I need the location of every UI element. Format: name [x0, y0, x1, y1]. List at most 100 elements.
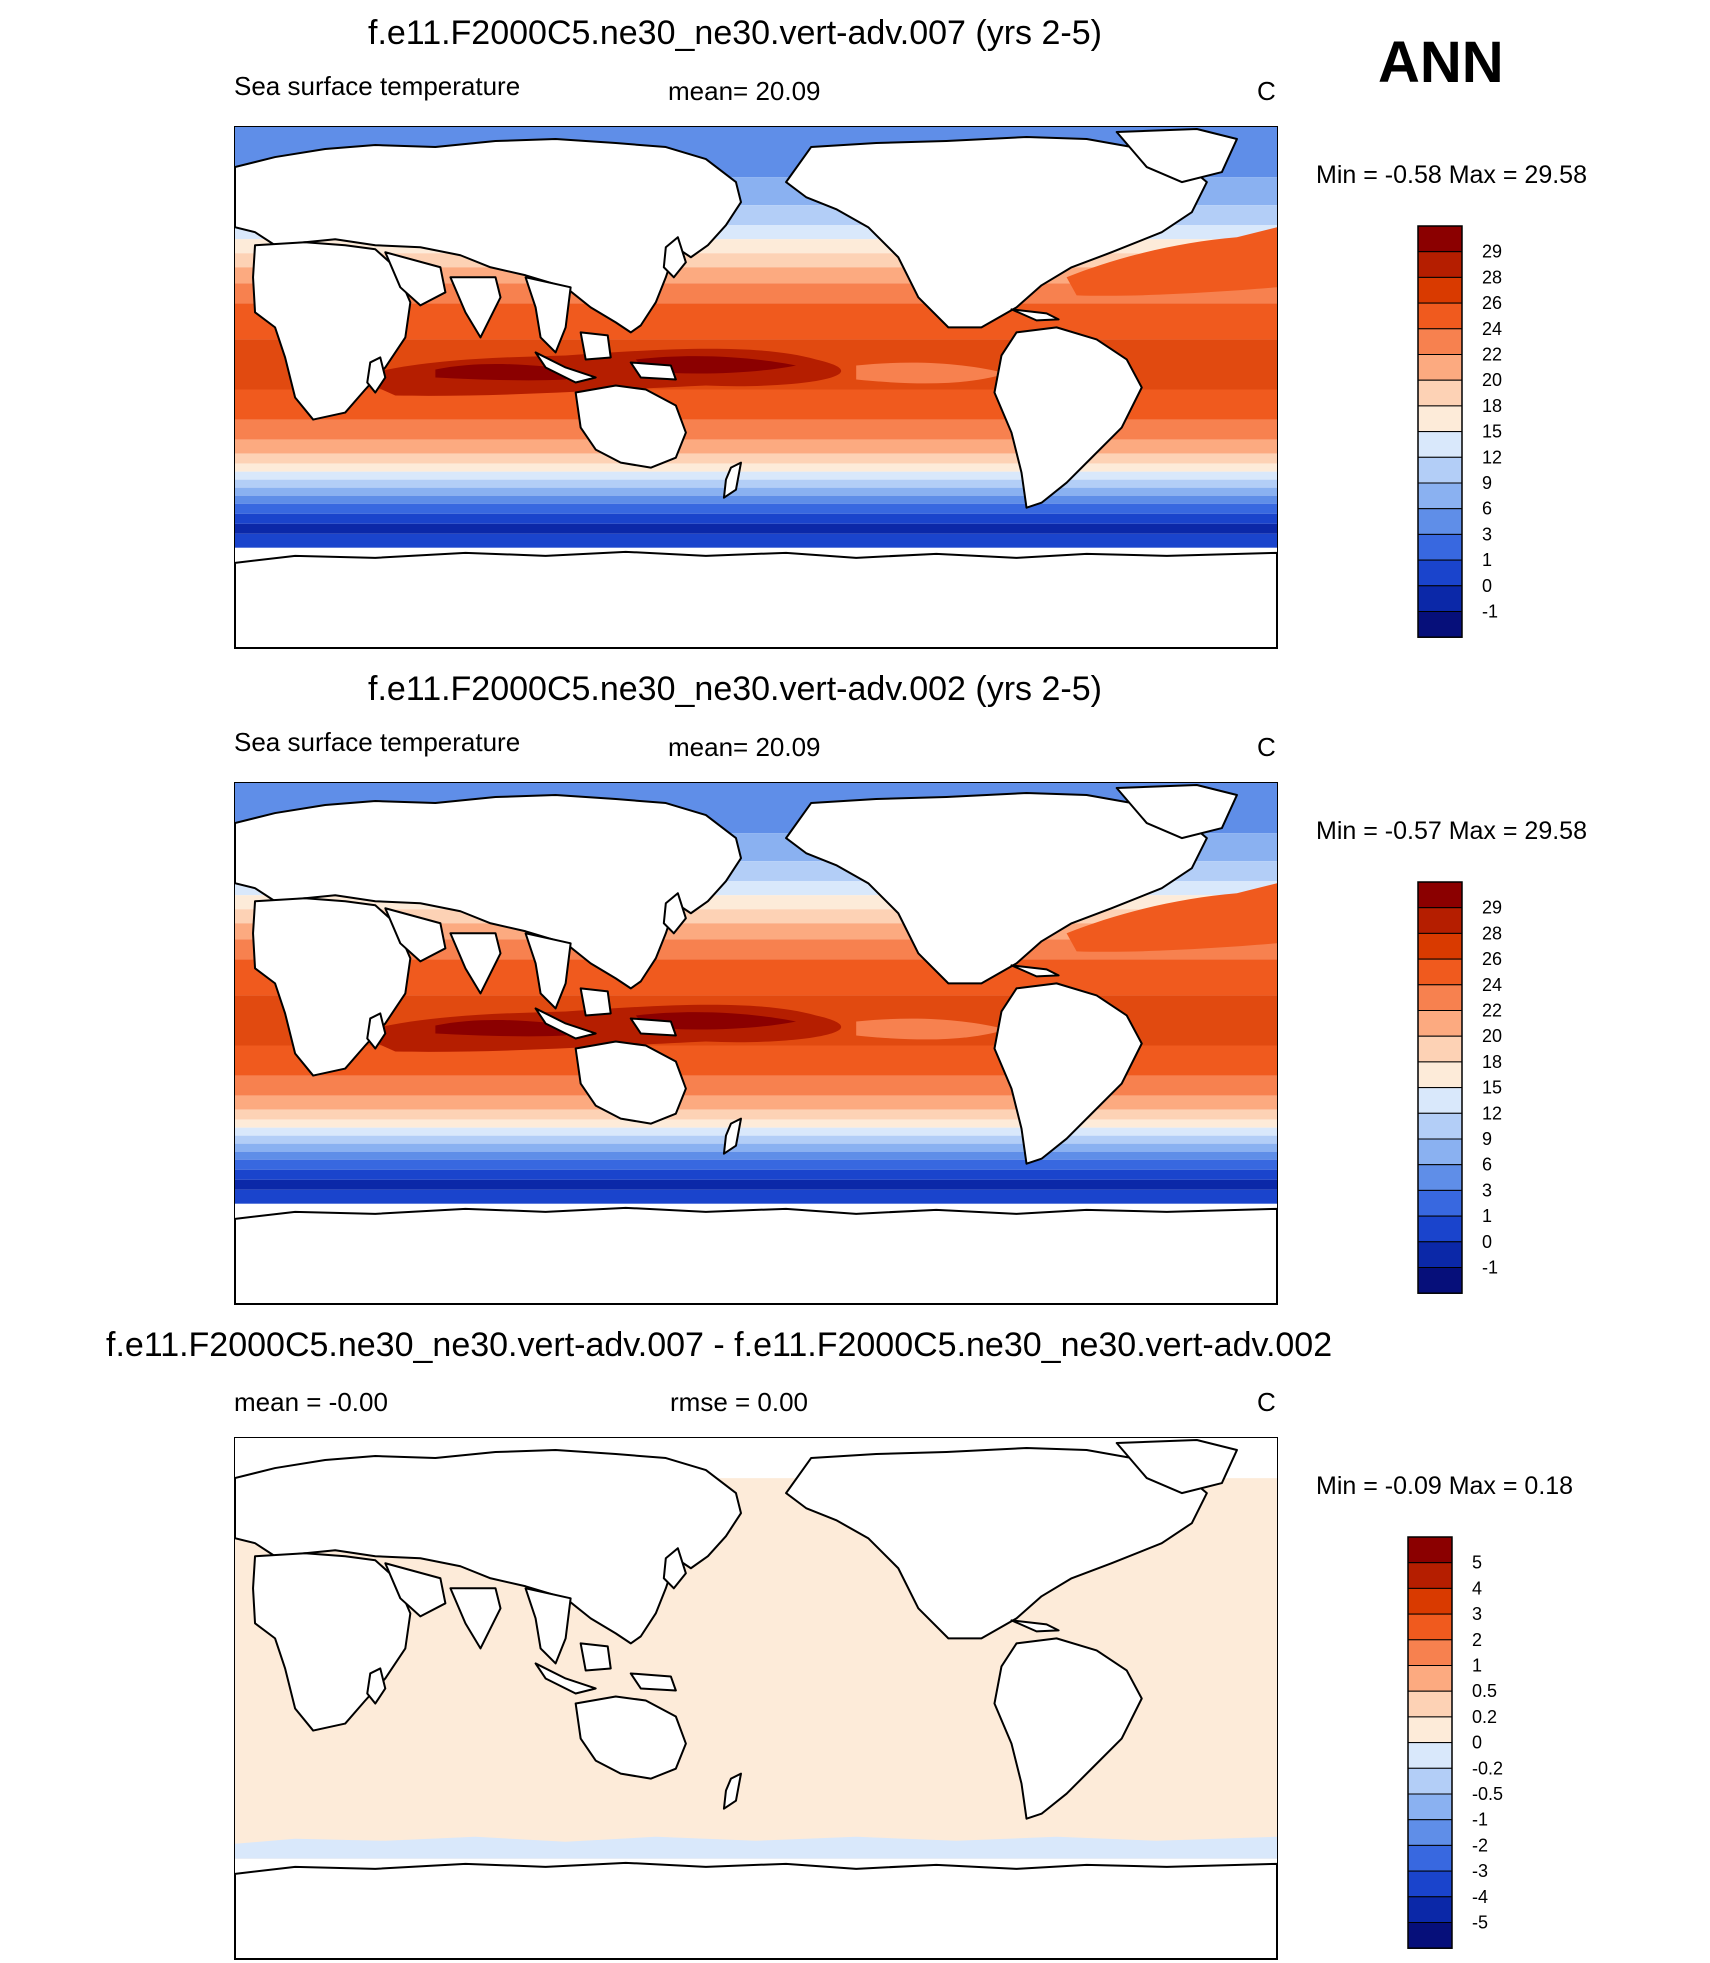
- colorbar-swatch: [1407, 1587, 1453, 1615]
- panel-2-center-label: mean= 20.09: [668, 732, 821, 762]
- landmass: [662, 892, 687, 935]
- colorbar-label: 29: [1482, 898, 1502, 918]
- sst-band: [235, 1135, 1277, 1144]
- colorbar-swatch: [1407, 1690, 1453, 1718]
- sst-band: [235, 1151, 1277, 1160]
- colorbar-swatch: [1417, 379, 1463, 407]
- panel-3-center-label: rmse = 0.00: [670, 1387, 809, 1417]
- colorbar-swatch: [1417, 405, 1463, 433]
- panel-1-minmax: Min = -0.58 Max = 29.58: [1316, 161, 1587, 189]
- sst-band: [235, 439, 1277, 454]
- colorbar-swatch: [1407, 1665, 1453, 1692]
- sst-band: [235, 471, 1277, 480]
- colorbar-swatch: [1417, 354, 1463, 381]
- colorbar-swatch: [1407, 1742, 1453, 1769]
- colorbar-label: 24: [1482, 319, 1502, 339]
- sst-band: [235, 495, 1277, 504]
- colorbar-swatch: [1407, 1922, 1453, 1949]
- landmass: [534, 1007, 597, 1040]
- landmass: [579, 987, 612, 1017]
- colorbar-label: 15: [1482, 422, 1502, 442]
- gulf-stream: [1066, 227, 1277, 296]
- colorbar-swatch: [1407, 1716, 1453, 1744]
- sst-band: [235, 463, 1277, 472]
- landmass: [574, 384, 687, 469]
- landmass: [722, 461, 742, 499]
- landmass: [524, 932, 572, 1010]
- colorbar-label: 26: [1482, 949, 1502, 969]
- landmass: [235, 1206, 1277, 1304]
- colorbar-label: -3: [1472, 1861, 1488, 1881]
- panel-2-units: C: [1257, 732, 1276, 762]
- colorbar-swatch: [1417, 1189, 1463, 1217]
- landmass: [384, 251, 447, 307]
- colorbar-swatch: [1417, 508, 1463, 535]
- sst-band: [235, 1189, 1277, 1204]
- colorbar-label: 12: [1482, 447, 1502, 467]
- colorbar-swatch: [1417, 984, 1463, 1012]
- landmass: [384, 1562, 447, 1618]
- panel-2-minmax: Min = -0.57 Max = 29.58: [1316, 817, 1587, 845]
- colorbar-label: 26: [1482, 293, 1502, 313]
- sst-band: [235, 453, 1277, 464]
- colorbar-swatch: [1417, 533, 1463, 561]
- sst-band: [235, 1095, 1277, 1110]
- colorbar-label: 15: [1482, 1078, 1502, 1098]
- landmass: [579, 331, 612, 361]
- warm-pool-core: [435, 1012, 797, 1037]
- landmass: [235, 550, 1277, 648]
- colorbar-label: -0.5: [1472, 1784, 1503, 1804]
- colorbar-swatch: [1417, 251, 1463, 278]
- landmass: [235, 138, 742, 334]
- landmass: [993, 982, 1143, 1165]
- colorbar-swatch: [1417, 1164, 1463, 1191]
- panel-3-colorbar: 5 4 3 2 1 0.5 0.2 0 -0.2 -0.5 -1 -2 -3 -4 -5: [1407, 1536, 1528, 1951]
- sst-band: [235, 513, 1277, 524]
- colorbar-label: -1: [1472, 1810, 1488, 1830]
- gulf-stream: [1066, 883, 1277, 952]
- landmass: [579, 1642, 612, 1672]
- panel-2-colorbar: 29 28 26 24 22 20 18 15 12 9 6 3 1 0 -1: [1417, 881, 1538, 1296]
- landmass: [574, 1040, 687, 1125]
- sst-band: [235, 1143, 1277, 1152]
- colorbar-swatch: [1417, 611, 1463, 638]
- sst-band: [235, 479, 1277, 488]
- landmass: [449, 276, 502, 339]
- landmass: [1115, 128, 1238, 184]
- landmass: [785, 1447, 1208, 1640]
- colorbar-swatch: [1417, 585, 1463, 612]
- warm-pool-core: [435, 356, 797, 381]
- panel-1-left-label: Sea surface temperature: [234, 71, 521, 101]
- landmass: [534, 1662, 597, 1695]
- landmass: [785, 136, 1208, 329]
- colorbar-label: 0: [1482, 1232, 1492, 1252]
- colorbar-swatch: [1417, 958, 1463, 986]
- landmass: [524, 276, 572, 354]
- colorbar-label: 0: [1482, 576, 1492, 596]
- landmass: [384, 907, 447, 963]
- landmass: [629, 1017, 677, 1037]
- landmass: [366, 1667, 387, 1705]
- landmass: [993, 1637, 1143, 1820]
- sst-band: [235, 1169, 1277, 1180]
- sst-band: [235, 487, 1277, 496]
- colorbar-label: 4: [1472, 1578, 1482, 1598]
- colorbar-label: -5: [1472, 1913, 1488, 1933]
- colorbar-swatch: [1407, 1793, 1453, 1821]
- diff-negative-band: [235, 1836, 1277, 1859]
- landmass: [1010, 308, 1060, 322]
- landmass: [993, 326, 1143, 509]
- colorbar-label: 6: [1482, 1155, 1492, 1175]
- colorbar-swatch: [1417, 1087, 1463, 1114]
- landmass: [235, 1861, 1277, 1959]
- colorbar-label: -2: [1472, 1835, 1488, 1855]
- colorbar-label: 5: [1472, 1553, 1482, 1573]
- sst-band: [235, 1179, 1277, 1190]
- panel-1-colorbar: 29 28 26 24 22 20 18 15 12 9 6 3 1 0 -1: [1417, 225, 1538, 640]
- panel-3-map: [234, 1437, 1278, 1960]
- colorbar-label: 9: [1482, 1129, 1492, 1149]
- colorbar-label: 0: [1472, 1733, 1482, 1753]
- landmass: [722, 1117, 742, 1155]
- sst-band: [235, 1119, 1277, 1128]
- cold-tongue: [856, 1018, 1007, 1040]
